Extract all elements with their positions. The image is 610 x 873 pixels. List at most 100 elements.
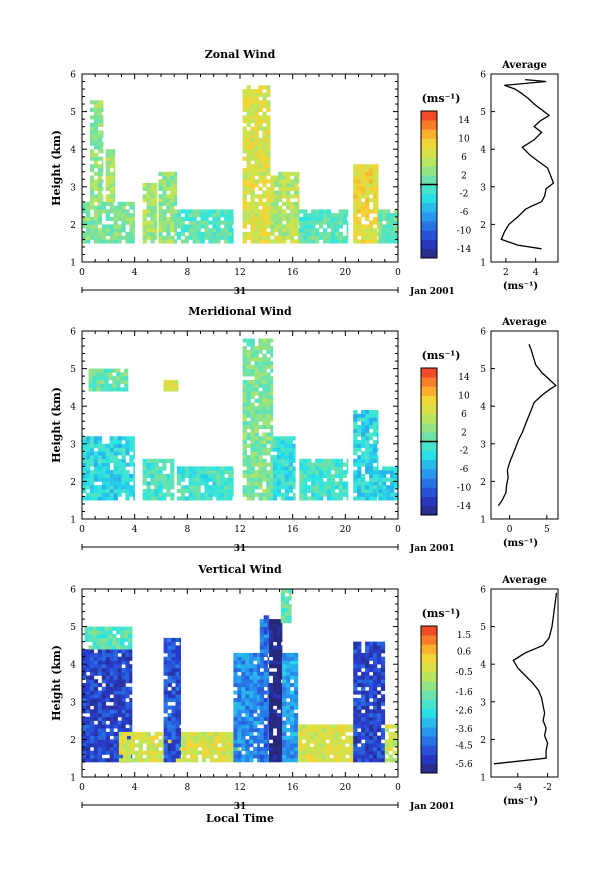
heatmap-cell [250,425,255,430]
heatmap-cell [315,466,320,471]
heatmap-cell [250,89,255,94]
heatmap-cell [388,758,394,763]
heatmap-cell [89,186,95,191]
heatmap-cell [113,183,116,188]
heatmap-cell [353,451,358,456]
heatmap-cell [373,485,378,490]
heatmap-cell [272,656,278,661]
heatmap-cell [297,186,300,191]
heatmap-cell [337,728,342,733]
heatmap-cell [101,485,107,490]
heatmap-cell [382,216,387,221]
heatmap-cell [242,179,247,184]
heatmap-cell [129,216,134,221]
heatmap-cell [325,758,330,763]
heatmap-cell [276,477,282,482]
heatmap-cell [272,735,278,740]
heatmap-cell [113,750,118,755]
heatmap-cell [109,660,114,665]
heatmap-cell [242,205,247,210]
heatmap-cell [394,228,399,233]
heatmap-cell [116,379,121,384]
heatmap-cell [246,171,251,176]
heatmap-cell [288,462,293,467]
heatmap-cell [357,201,362,206]
heatmap-cell [237,754,242,759]
heatmap-cell [97,205,103,210]
heatmap-cell [101,724,107,729]
heatmap-cell [108,641,113,646]
heatmap-cell [86,735,91,740]
heatmap-cell [117,686,122,691]
heatmap-cell [212,477,217,482]
heatmap-cell [341,746,346,751]
heatmap-cell [174,209,178,214]
heatmap-cell [373,758,378,763]
heatmap-cell [373,183,378,188]
heatmap-cell [200,213,205,218]
heatmap-cell [376,481,379,486]
heatmap-cell [353,709,358,714]
heatmap-cell [118,743,124,748]
heatmap-cell [229,739,234,744]
heatmap-cell [96,368,101,373]
heatmap-cell [394,213,399,218]
heatmap-cell [266,126,271,131]
heatmap-cell [242,338,247,343]
heatmap-cell [266,364,271,369]
heatmap-cell [272,473,278,478]
heatmap-cell [82,735,87,740]
heatmap-cell [262,126,267,131]
heatmap-cell [299,470,304,475]
heatmap-cell [353,205,358,210]
heatmap-cell [317,750,322,755]
heatmap-cell [303,235,308,240]
heatmap-cell [109,179,114,184]
heatmap-cell [113,164,116,169]
heatmap-cell [237,728,242,733]
heatmap-cell [329,728,334,733]
heatmap-cell [180,492,185,497]
heatmap-cell [270,216,275,221]
heatmap-cell [246,455,251,460]
heatmap-cell [93,705,99,710]
heatmap-cell [272,466,278,471]
heatmap-cell [334,231,340,236]
heatmap-cell [96,383,101,388]
heatmap-cell [249,679,254,684]
heatmap-cell [353,668,358,673]
heatmap-cell [373,205,378,210]
heatmap-cell [250,455,255,460]
heatmap-cell [204,231,209,236]
heatmap-cell [276,690,282,695]
heatmap-cell [266,481,271,486]
heatmap-cell [121,713,126,718]
y-axis-label: Height (km) [50,387,63,463]
heatmap-cell [392,758,397,763]
heatmap-cell [323,213,328,218]
heatmap-cell [257,716,260,721]
heatmap-cell [276,488,282,493]
heatmap-cell [274,183,279,188]
heatmap-cell [262,421,267,426]
heatmap-cell [209,750,214,755]
heatmap-cell [93,683,99,688]
heatmap-cell [109,716,114,721]
heatmap-cell [86,746,91,751]
heatmap-cell [376,716,382,721]
heatmap-cell [290,705,295,710]
heatmap-cell [321,750,326,755]
heatmap-cell [158,477,163,482]
heatmap-cell [270,425,274,430]
heatmap-cell [93,153,99,158]
heatmap-cell [297,731,303,736]
heatmap-cell [280,458,285,463]
heatmap-cell [97,731,103,736]
heatmap-cell [100,368,105,373]
heatmap-cell [382,209,387,214]
heatmap-cell [373,492,378,497]
heatmap-cell [162,458,167,463]
heatmap-cell [254,89,259,94]
heatmap-cell [154,477,159,482]
heatmap-cell [254,160,259,165]
